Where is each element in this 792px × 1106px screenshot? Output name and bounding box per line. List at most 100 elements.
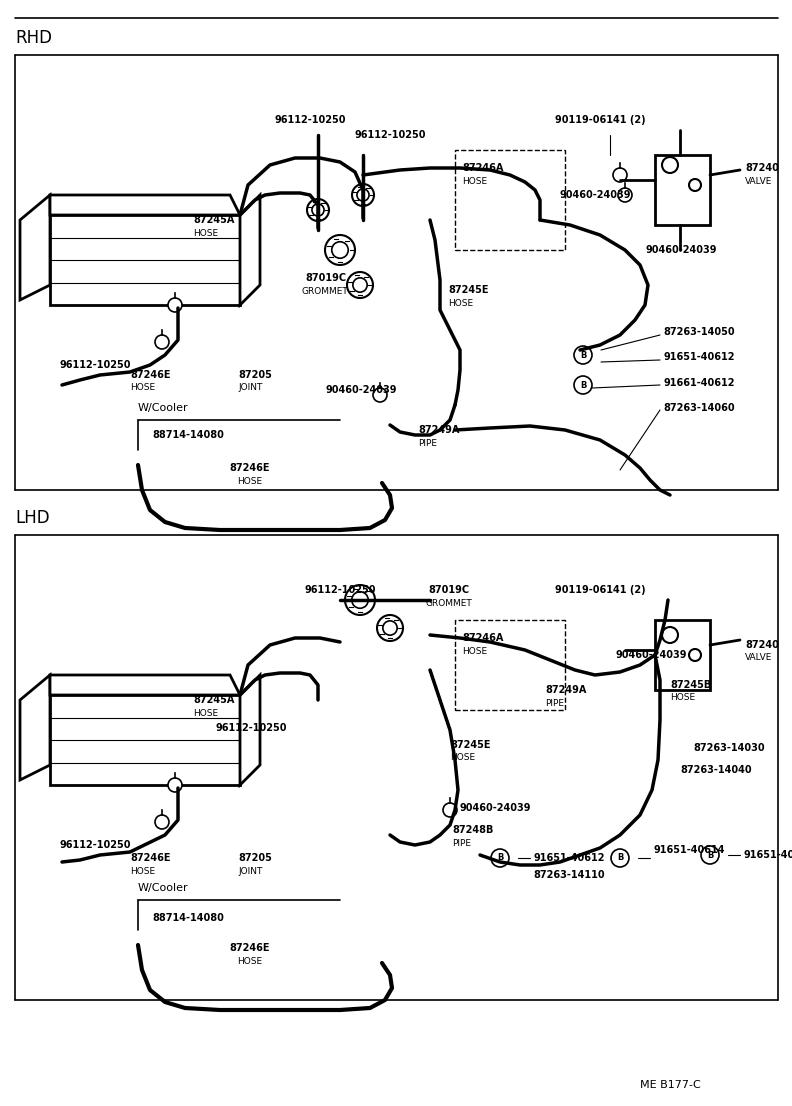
Text: PIPE: PIPE: [545, 699, 564, 708]
Text: RHD: RHD: [15, 29, 52, 46]
Circle shape: [383, 620, 397, 635]
Text: 87246E: 87246E: [230, 943, 270, 953]
Text: 87246E: 87246E: [130, 853, 170, 863]
Text: HOSE: HOSE: [238, 957, 263, 966]
Circle shape: [377, 615, 403, 641]
Text: 91651-40614: 91651-40614: [653, 845, 725, 855]
Text: 87263-14030: 87263-14030: [693, 743, 764, 753]
Text: VALVE: VALVE: [745, 654, 772, 662]
Circle shape: [307, 199, 329, 221]
Text: PIPE: PIPE: [452, 838, 471, 847]
Text: 90119-06141 (2): 90119-06141 (2): [555, 585, 645, 595]
Text: 87246A: 87246A: [462, 163, 504, 173]
Text: 87019C: 87019C: [428, 585, 469, 595]
Circle shape: [353, 278, 367, 292]
Text: LHD: LHD: [15, 509, 50, 526]
Text: 91651-40612: 91651-40612: [663, 352, 734, 362]
Text: 87245A: 87245A: [193, 695, 234, 705]
Text: 90460-24039: 90460-24039: [560, 190, 631, 200]
Text: 87246E: 87246E: [130, 371, 170, 380]
Text: 96112-10250: 96112-10250: [215, 723, 287, 733]
Text: GROMMET: GROMMET: [302, 286, 348, 295]
Circle shape: [332, 242, 348, 258]
Circle shape: [373, 388, 387, 401]
Bar: [455, 150, 565, 250]
Text: 87205: 87205: [238, 853, 272, 863]
Text: JOINT: JOINT: [238, 866, 262, 876]
Text: 87245A: 87245A: [193, 215, 234, 225]
Circle shape: [312, 204, 324, 216]
Text: HOSE: HOSE: [193, 709, 218, 718]
Text: HOSE: HOSE: [670, 693, 695, 702]
Text: 96112-10250: 96112-10250: [354, 131, 426, 140]
Text: 87240: 87240: [745, 163, 779, 173]
Text: 90460-24039: 90460-24039: [325, 385, 397, 395]
Circle shape: [352, 592, 368, 608]
Text: HOSE: HOSE: [448, 299, 473, 307]
Circle shape: [662, 157, 678, 173]
Text: HOSE: HOSE: [193, 229, 218, 238]
Text: 87240: 87240: [745, 640, 779, 650]
Polygon shape: [20, 195, 50, 300]
Text: 96112-10250: 96112-10250: [304, 585, 375, 595]
Text: 88714-14080: 88714-14080: [152, 430, 224, 440]
Polygon shape: [50, 215, 240, 305]
Text: 87248B: 87248B: [452, 825, 493, 835]
Text: 87263-14110: 87263-14110: [533, 870, 604, 880]
Text: 91651-40612: 91651-40612: [533, 853, 604, 863]
Circle shape: [155, 335, 169, 349]
Circle shape: [574, 346, 592, 364]
Circle shape: [662, 627, 678, 643]
Polygon shape: [50, 195, 240, 215]
Circle shape: [701, 846, 719, 864]
Text: 90119-06141 (2): 90119-06141 (2): [555, 115, 645, 125]
Text: 87263-14050: 87263-14050: [663, 327, 735, 337]
Text: HOSE: HOSE: [462, 177, 487, 186]
Circle shape: [352, 184, 374, 206]
Text: PIPE: PIPE: [418, 438, 437, 448]
Text: JOINT: JOINT: [238, 384, 262, 393]
Text: B: B: [580, 351, 586, 359]
Text: B: B: [617, 854, 623, 863]
Circle shape: [345, 585, 375, 615]
Text: 91661-40612: 91661-40612: [663, 378, 734, 388]
Circle shape: [168, 778, 182, 792]
Polygon shape: [240, 675, 260, 785]
Text: GROMMET: GROMMET: [425, 598, 472, 607]
Text: 87249A: 87249A: [418, 425, 459, 435]
Text: B: B: [580, 380, 586, 389]
Polygon shape: [20, 675, 50, 780]
Text: VALVE: VALVE: [745, 177, 772, 186]
Polygon shape: [240, 195, 260, 305]
Circle shape: [618, 188, 632, 202]
Circle shape: [574, 376, 592, 394]
Text: 87263-14040: 87263-14040: [680, 765, 752, 775]
Text: B: B: [497, 854, 503, 863]
Circle shape: [357, 189, 369, 201]
Text: HOSE: HOSE: [130, 384, 155, 393]
Text: 96112-10250: 96112-10250: [274, 115, 346, 125]
Circle shape: [347, 272, 373, 298]
Text: W/Cooler: W/Cooler: [138, 403, 188, 413]
Bar: [655, 155, 710, 225]
Text: 88714-14080: 88714-14080: [152, 912, 224, 924]
Text: 87245B: 87245B: [670, 680, 711, 690]
Polygon shape: [50, 675, 240, 695]
Circle shape: [168, 298, 182, 312]
Text: 90460-24039: 90460-24039: [615, 650, 687, 660]
Text: W/Cooler: W/Cooler: [138, 883, 188, 893]
Text: 91651-40614: 91651-40614: [743, 851, 792, 860]
Circle shape: [611, 849, 629, 867]
Text: HOSE: HOSE: [450, 753, 475, 762]
Circle shape: [491, 849, 509, 867]
Circle shape: [155, 815, 169, 830]
Text: HOSE: HOSE: [130, 866, 155, 876]
Circle shape: [325, 234, 355, 265]
Text: 96112-10250: 96112-10250: [60, 839, 131, 851]
Text: 87019C: 87019C: [305, 273, 346, 283]
Bar: [455, 620, 565, 710]
Text: HOSE: HOSE: [462, 647, 487, 656]
Text: 87249A: 87249A: [545, 685, 586, 695]
Circle shape: [613, 168, 627, 182]
Text: 87263-14060: 87263-14060: [663, 403, 735, 413]
